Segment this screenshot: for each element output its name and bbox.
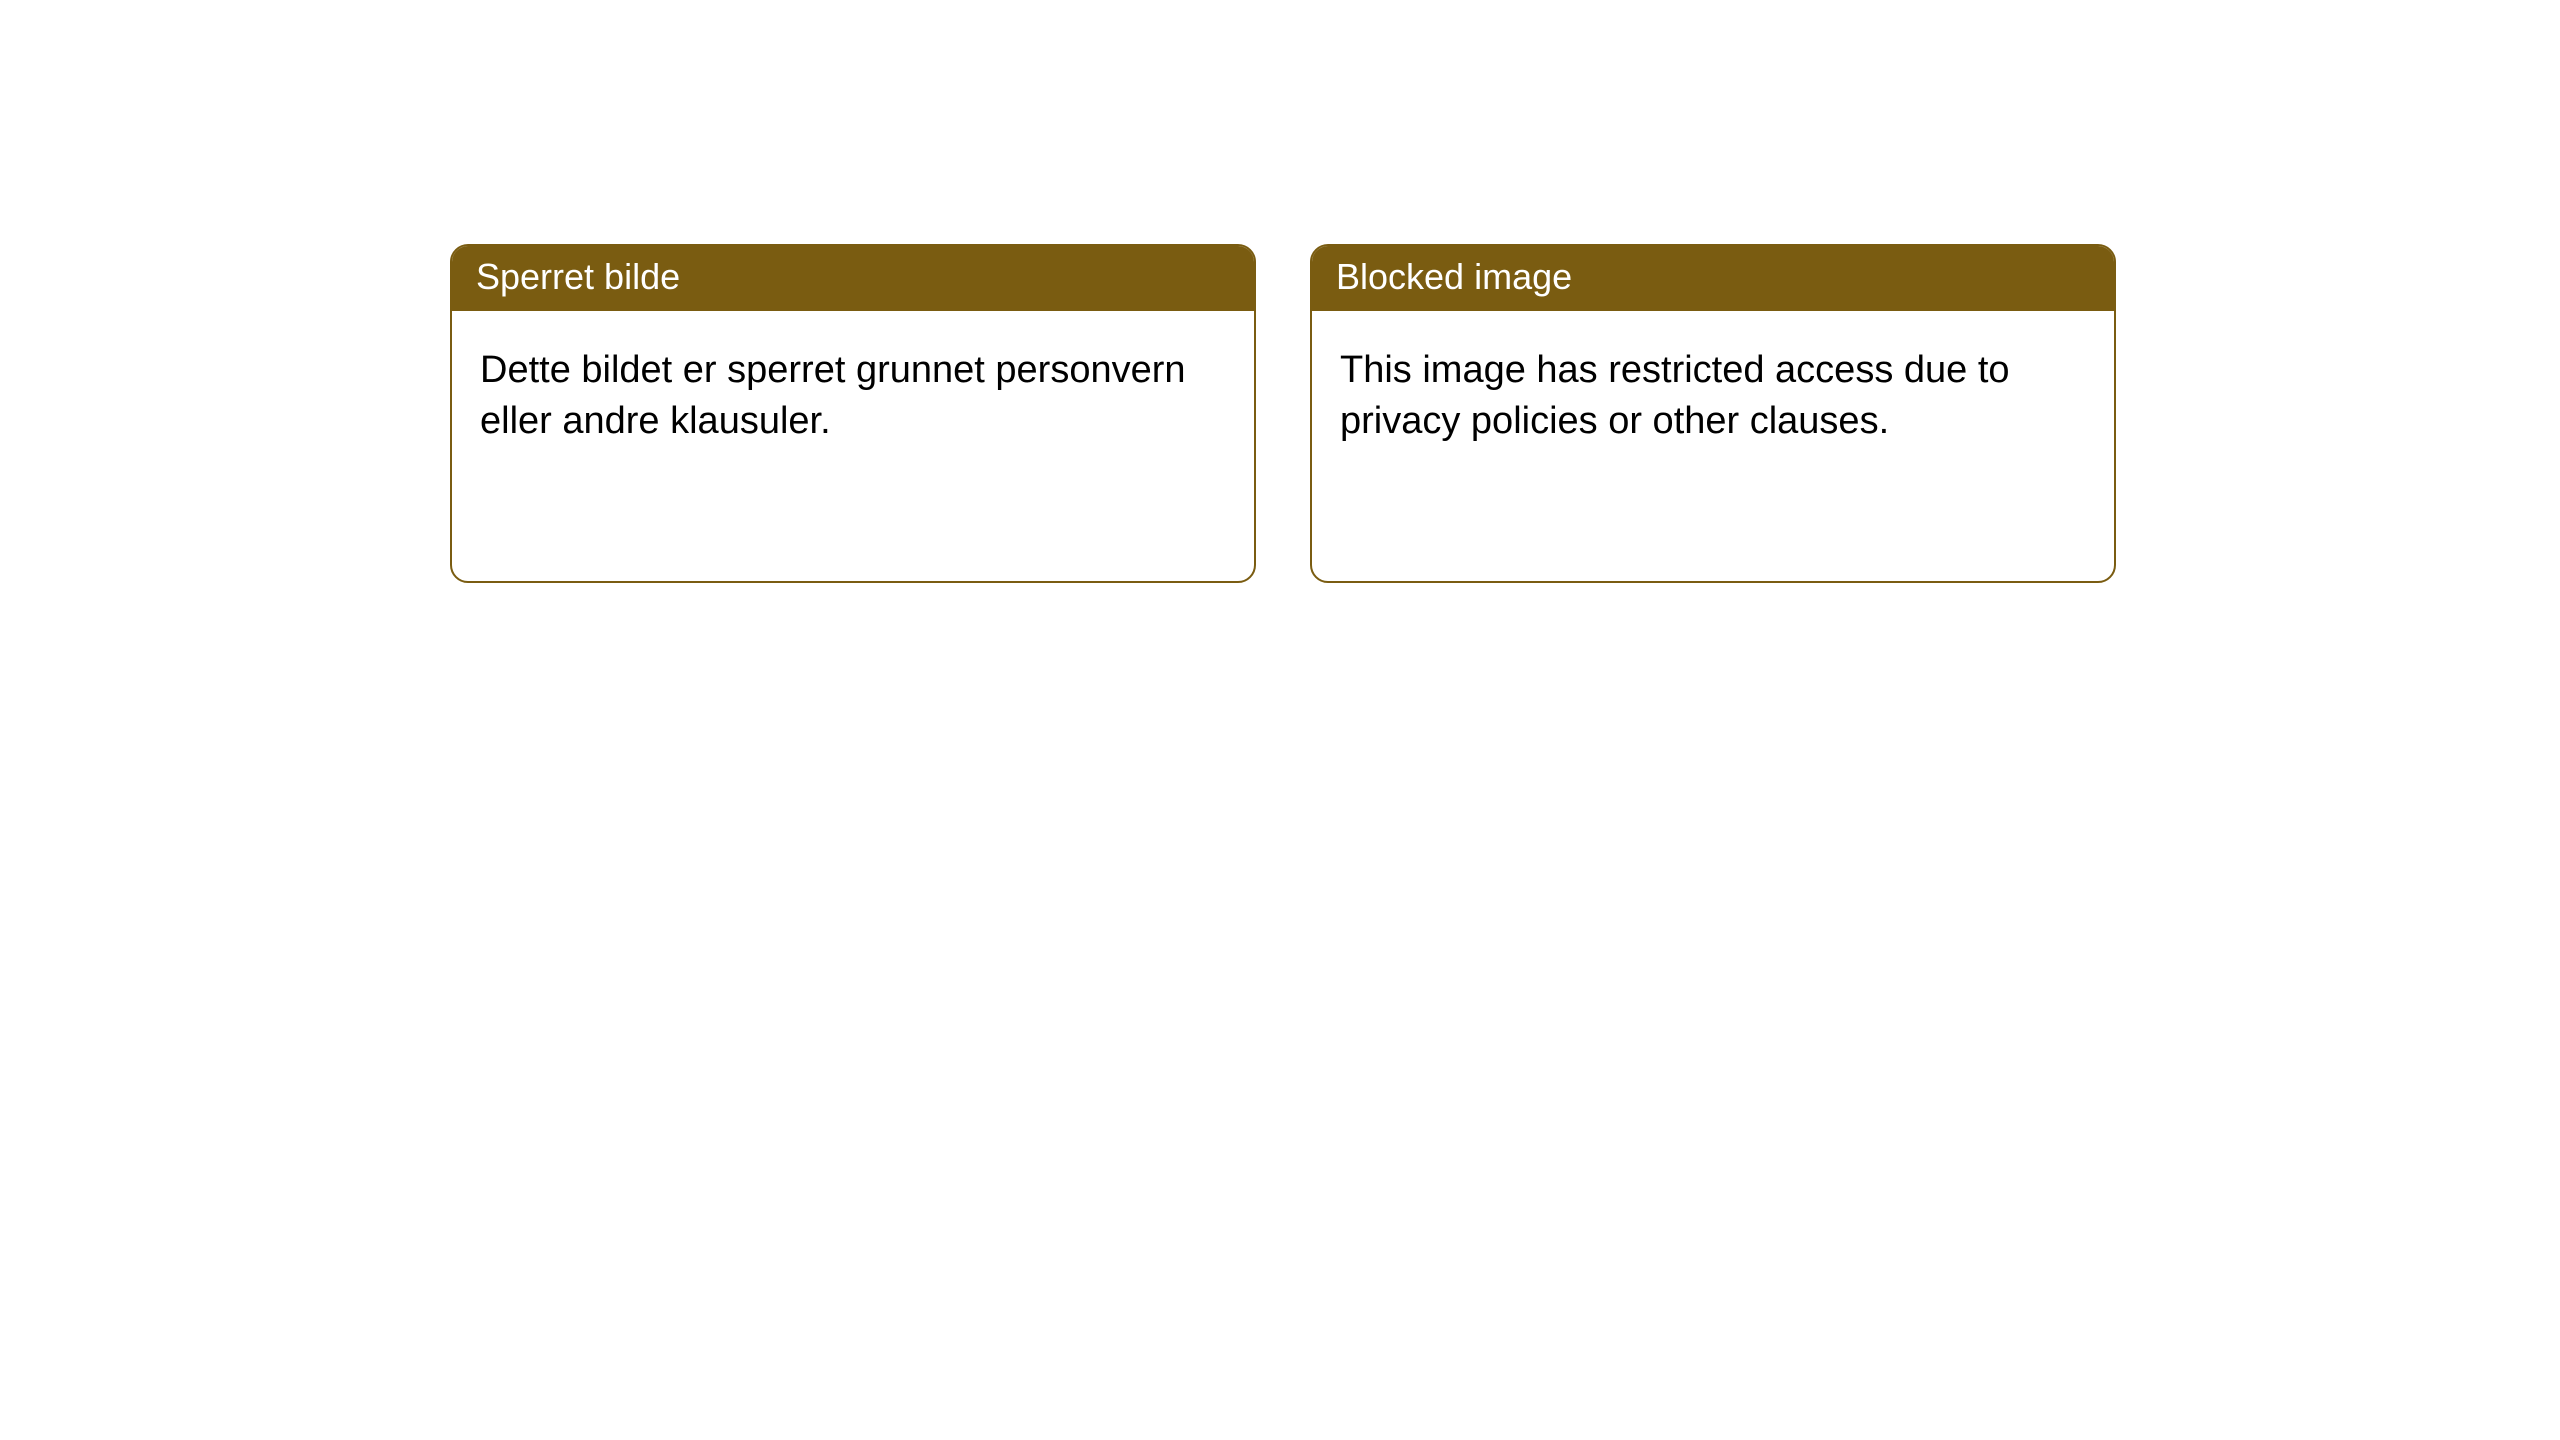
notice-title-norwegian: Sperret bilde bbox=[452, 246, 1254, 311]
notice-body-norwegian: Dette bildet er sperret grunnet personve… bbox=[452, 311, 1254, 581]
notice-card-norwegian: Sperret bilde Dette bildet er sperret gr… bbox=[450, 244, 1256, 583]
notice-card-english: Blocked image This image has restricted … bbox=[1310, 244, 2116, 583]
notice-body-english: This image has restricted access due to … bbox=[1312, 311, 2114, 581]
notice-container: Sperret bilde Dette bildet er sperret gr… bbox=[0, 0, 2560, 583]
notice-title-english: Blocked image bbox=[1312, 246, 2114, 311]
